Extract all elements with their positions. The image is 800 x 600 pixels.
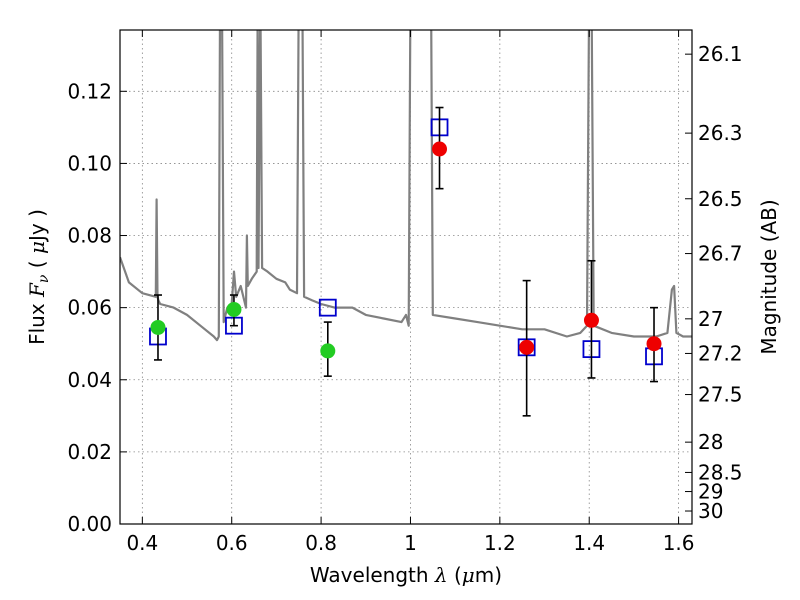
y-right-tick-label: 28.5 — [698, 460, 743, 484]
y-axis-right-label: Magnitude (AB) — [757, 199, 781, 354]
y-tick-label: 0.08 — [67, 224, 112, 248]
y-right-tick-label: 26.5 — [698, 187, 743, 211]
y-tick-label: 0.02 — [67, 440, 112, 464]
x-tick-label: 1.2 — [484, 531, 516, 555]
green-data-point — [150, 319, 166, 335]
y-right-tick-label: 29 — [698, 480, 723, 504]
y-right-tick-label: 27.5 — [698, 383, 743, 407]
model-flux-box — [318, 298, 337, 317]
y-axis-label: Flux Fν ( μJy ) — [25, 209, 52, 345]
y-tick-label: 0.00 — [67, 512, 112, 536]
x-axis: 0.4 0.6 0.8 1 1.2 1.4 1.6 — [126, 30, 695, 555]
red-data-point — [432, 141, 448, 157]
y-right-tick-label: 30 — [698, 499, 723, 523]
y-right-tick-label: 26.1 — [698, 42, 743, 66]
y-right-tick-label: 27.2 — [698, 341, 743, 365]
y-right-tick-label: 26.7 — [698, 242, 743, 266]
green-data-point — [226, 301, 242, 317]
y-tick-label: 0.12 — [67, 79, 112, 103]
x-tick-label: 1.4 — [573, 531, 605, 555]
y-right-tick-label: 28 — [698, 430, 723, 454]
x-tick-label: 1 — [404, 531, 417, 555]
x-tick-label: 0.8 — [305, 531, 337, 555]
red-data-point — [646, 336, 662, 352]
x-tick-label: 1.6 — [663, 531, 695, 555]
observed-points — [150, 141, 662, 359]
y-axis-left: 0.00 0.02 0.04 0.06 0.08 0.10 0.12 — [67, 79, 127, 536]
model-spectrum-line — [120, 30, 692, 342]
y-tick-label: 0.10 — [67, 151, 112, 175]
y-tick-label: 0.04 — [67, 368, 112, 392]
grid — [120, 30, 692, 524]
model-spectrum — [120, 30, 692, 342]
plot-frame — [119, 29, 693, 525]
error-bars — [153, 106, 659, 417]
y-right-tick-label: 26.3 — [698, 121, 743, 145]
red-data-point — [519, 339, 535, 355]
x-tick-label: 0.4 — [126, 531, 158, 555]
x-tick-label: 0.6 — [216, 531, 248, 555]
green-data-point — [320, 343, 336, 359]
red-data-point — [583, 312, 599, 328]
x-axis-label: Wavelength λ (μm) — [310, 563, 502, 587]
y-tick-label: 0.06 — [67, 296, 112, 320]
y-right-tick-label: 27 — [698, 307, 723, 331]
